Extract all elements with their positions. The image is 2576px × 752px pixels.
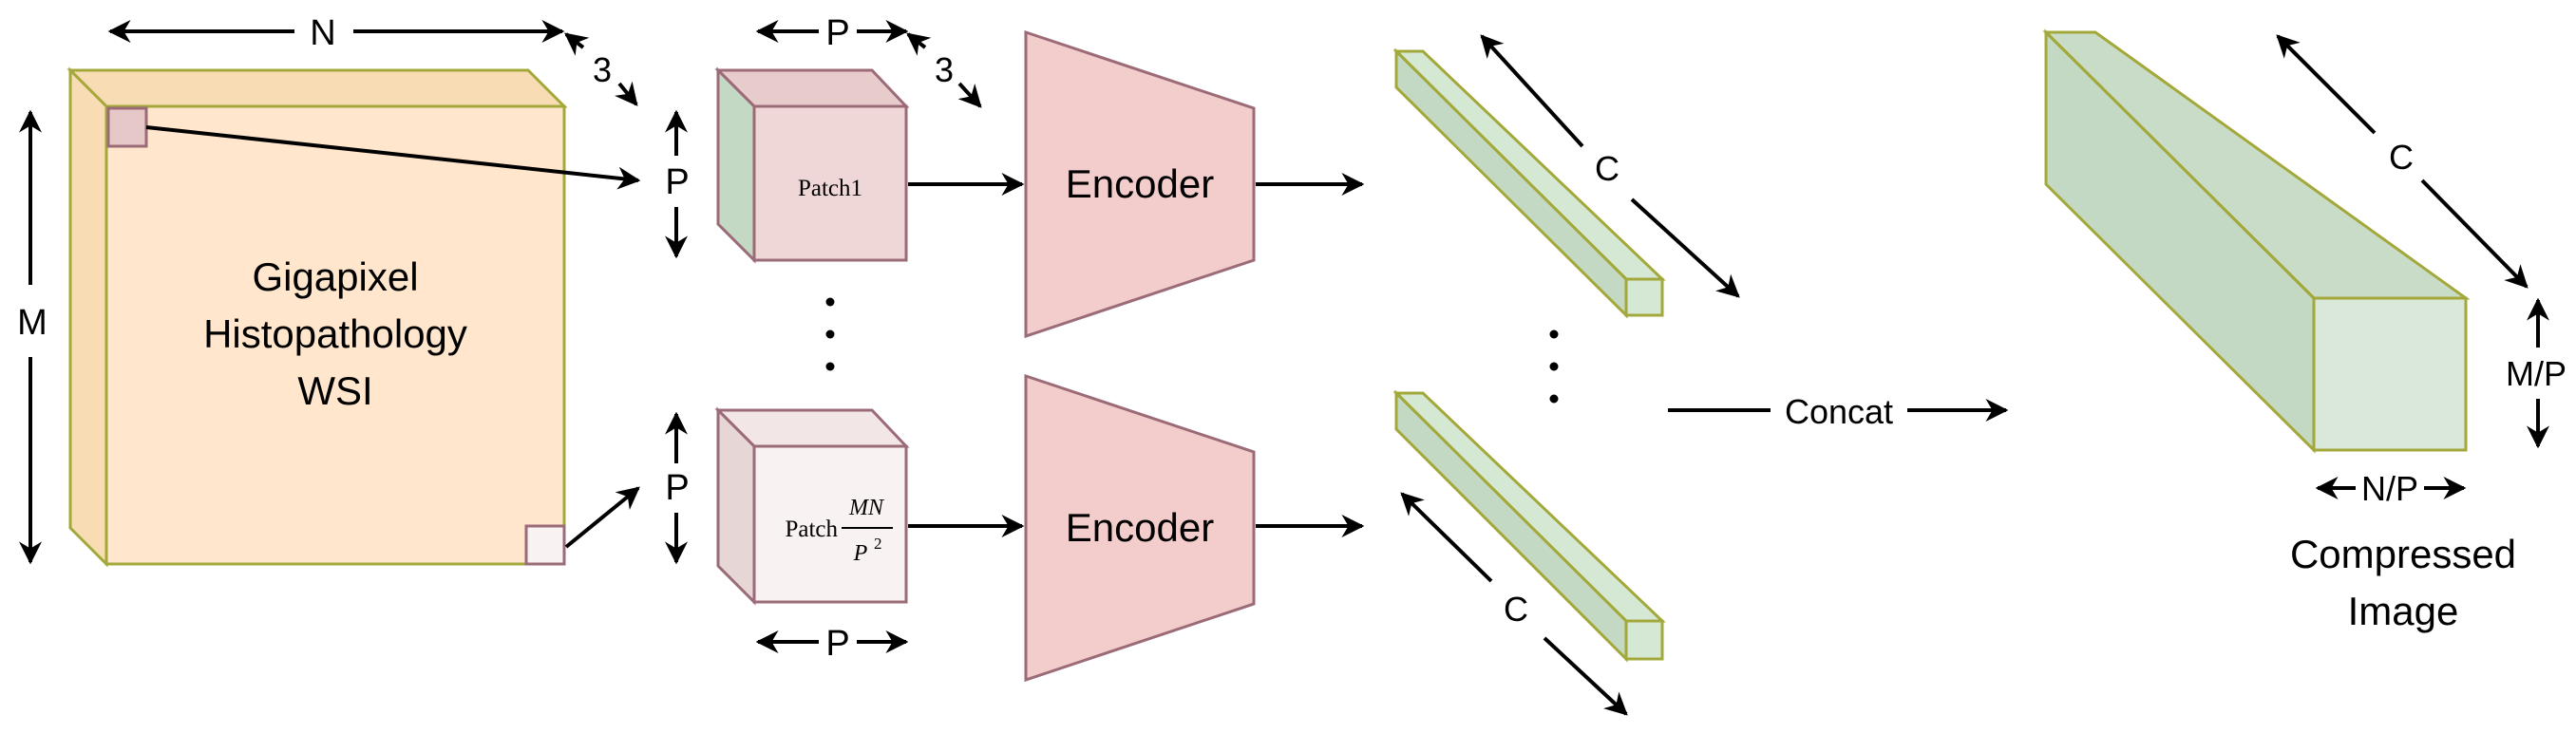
- encoder-top: Encoder: [1024, 29, 1256, 339]
- compressed-length-label: C: [2389, 138, 2414, 177]
- wsi-width-label: N: [310, 13, 335, 53]
- compressed-title-line-2: Image: [2348, 589, 2459, 633]
- wsi-top-face: [66, 68, 568, 108]
- patch-width-label-bottom: P: [825, 624, 849, 664]
- compressed-length-arrow-up: [2276, 34, 2377, 135]
- feature-top-length-label: C: [1595, 149, 1619, 188]
- compressed-diagonal-edge: [2044, 30, 2316, 300]
- encoder-top-shape: [1024, 29, 1256, 339]
- wsi-side-face: [68, 66, 108, 568]
- feature-ellipsis: [1549, 329, 1559, 404]
- wsi-to-patchN-arrow: [564, 486, 640, 549]
- encoder-bottom-label: Encoder: [1066, 505, 1214, 550]
- feature-top-length-arrow-down: [1630, 197, 1740, 298]
- concat-label: Concat: [1785, 392, 1893, 431]
- patch-height-label-top: P: [665, 162, 689, 202]
- patch1-label: Patch1: [798, 176, 862, 201]
- wsi-depth-arrow-a: [564, 32, 590, 56]
- feature-top-length-arrow-up: [1480, 34, 1584, 148]
- compressed-height-label: M/P: [2506, 354, 2567, 393]
- patch-depth-arrow-a: [906, 32, 932, 56]
- encoder-top-label: Encoder: [1066, 161, 1214, 206]
- patch1-front-face: [752, 104, 908, 262]
- compressed-block: [2042, 28, 2471, 454]
- wsi-front-face: [104, 104, 566, 566]
- patchN-label-prefix: Patch: [785, 517, 838, 542]
- patch1-cube: Patch1: [714, 66, 910, 264]
- patchN-fraction-denominator: P: [853, 541, 868, 566]
- patch-width-label-top: P: [825, 13, 849, 53]
- feature-bottom-length-label: C: [1504, 590, 1528, 629]
- wsi-depth-label: 3: [593, 50, 612, 89]
- wsi-title-line-1: Gigapixel: [252, 254, 418, 299]
- patch-height-label-bottom: P: [665, 468, 689, 508]
- patchN-cube: Patch MN P 2: [714, 406, 910, 606]
- wsi-title-line-3: WSI: [297, 368, 372, 413]
- patchN-fraction-numerator: MN: [848, 496, 885, 520]
- patch-ellipsis: [825, 297, 835, 371]
- wsi-height-label: M: [17, 303, 47, 343]
- feature-bar-top: [1392, 47, 1666, 319]
- encoder-bottom: Encoder: [1024, 373, 1256, 683]
- patchN-fraction-exponent: 2: [874, 535, 882, 553]
- wsi-depth-arrow-b: [615, 81, 638, 106]
- wsi-patch-marker-top: [106, 106, 148, 148]
- wsi-title-line-2: Histopathology: [203, 311, 467, 356]
- patchN-side-face: [716, 406, 756, 606]
- feature-bar-top-side-face: [1394, 47, 1628, 319]
- patch-depth-arrow-b: [957, 82, 982, 108]
- patch-depth-label: 3: [935, 50, 954, 89]
- wsi-block: Gigapixel Histopathology WSI: [66, 66, 568, 568]
- wsi-to-patch1-arrow: [145, 125, 641, 190]
- feature-bar-bottom: [1392, 389, 1666, 663]
- compressed-title-line-1: Compressed: [2290, 532, 2516, 576]
- encoder-bottom-shape: [1024, 373, 1256, 683]
- compressed-width-label: N/P: [2361, 469, 2418, 508]
- feature-bar-bottom-top-face: [1392, 391, 1666, 623]
- feature-bottom-length-arrow-up: [1400, 492, 1493, 583]
- compressed-length-arrow-down: [2420, 179, 2529, 289]
- patchN-front-face: [752, 444, 908, 604]
- feature-bottom-length-arrow-down: [1543, 636, 1628, 716]
- feature-bar-bottom-end-face: [1624, 619, 1664, 661]
- wsi-patch-marker-bottom: [524, 524, 566, 566]
- feature-bar-top-end-face: [1624, 277, 1664, 317]
- compressed-front-face: [2312, 296, 2468, 452]
